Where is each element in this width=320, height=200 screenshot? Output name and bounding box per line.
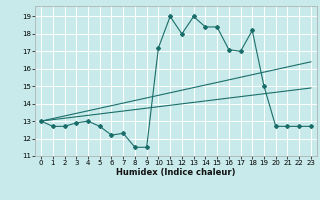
X-axis label: Humidex (Indice chaleur): Humidex (Indice chaleur): [116, 168, 236, 177]
